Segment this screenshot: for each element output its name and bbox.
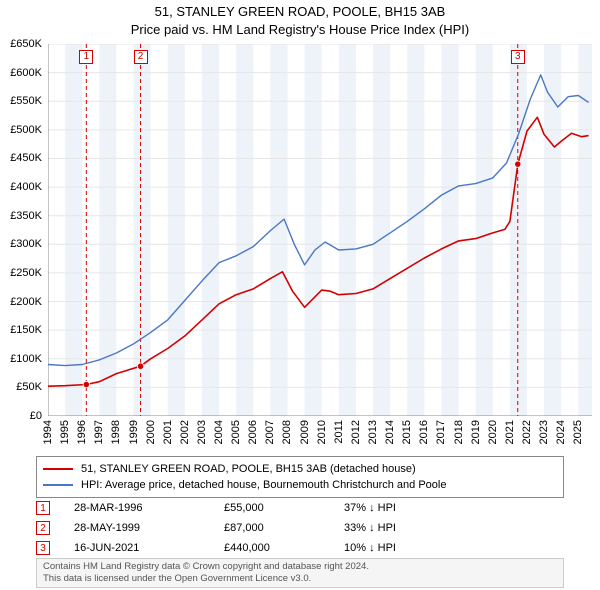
x-tick-label: 2011 bbox=[333, 420, 345, 444]
x-tick-label: 2005 bbox=[230, 420, 242, 444]
y-tick-label: £400K bbox=[10, 181, 42, 193]
transaction-price: £87,000 bbox=[224, 522, 344, 534]
transaction-marker: 3 bbox=[36, 541, 50, 555]
chart-plot-area: 1 2 3 bbox=[48, 44, 592, 416]
x-tick-label: 2024 bbox=[555, 420, 567, 444]
y-tick-label: £450K bbox=[10, 152, 42, 164]
x-tick-label: 2002 bbox=[179, 420, 191, 444]
x-tick-label: 2012 bbox=[350, 420, 362, 444]
x-tick-label: 2004 bbox=[213, 420, 225, 444]
transaction-price: £55,000 bbox=[224, 502, 344, 514]
y-tick-label: £50K bbox=[16, 381, 42, 393]
x-tick-label: 1994 bbox=[42, 420, 54, 444]
legend-item: HPI: Average price, detached house, Bour… bbox=[43, 477, 557, 493]
footer-attribution: Contains HM Land Registry data © Crown c… bbox=[36, 558, 564, 588]
transaction-marker: 1 bbox=[36, 501, 50, 515]
transaction-delta: 10% ↓ HPI bbox=[344, 542, 564, 554]
y-tick-label: £0 bbox=[30, 410, 42, 422]
footer-line1: Contains HM Land Registry data © Crown c… bbox=[43, 561, 557, 573]
y-tick-label: £550K bbox=[10, 95, 42, 107]
transaction-row: 3 16-JUN-2021£440,00010% ↓ HPI bbox=[36, 538, 564, 558]
x-tick-label: 2021 bbox=[504, 420, 516, 444]
x-tick-label: 1999 bbox=[128, 420, 140, 444]
y-tick-label: £300K bbox=[10, 238, 42, 250]
transaction-row: 1 28-MAR-1996£55,00037% ↓ HPI bbox=[36, 498, 564, 518]
x-tick-label: 2016 bbox=[418, 420, 430, 444]
transaction-price: £440,000 bbox=[224, 542, 344, 554]
transaction-delta: 37% ↓ HPI bbox=[344, 502, 564, 514]
y-tick-label: £150K bbox=[10, 324, 42, 336]
x-tick-label: 2014 bbox=[384, 420, 396, 444]
transaction-row: 2 28-MAY-1999£87,00033% ↓ HPI bbox=[36, 518, 564, 538]
transaction-marker: 2 bbox=[36, 521, 50, 535]
y-tick-label: £100K bbox=[10, 353, 42, 365]
footer-line2: This data is licensed under the Open Gov… bbox=[43, 573, 557, 585]
y-tick-label: £600K bbox=[10, 67, 42, 79]
legend-item: 51, STANLEY GREEN ROAD, POOLE, BH15 3AB … bbox=[43, 461, 557, 477]
x-tick-label: 2007 bbox=[264, 420, 276, 444]
x-tick-label: 2018 bbox=[453, 420, 465, 444]
transaction-date: 28-MAY-1999 bbox=[74, 522, 224, 534]
x-tick-label: 2022 bbox=[521, 420, 533, 444]
y-tick-label: £650K bbox=[10, 38, 42, 50]
x-tick-label: 2025 bbox=[572, 420, 584, 444]
y-axis-labels: £0£50K£100K£150K£200K£250K£300K£350K£400… bbox=[0, 44, 46, 416]
transactions-table: 1 28-MAR-1996£55,00037% ↓ HPI 2 28-MAY-1999… bbox=[36, 498, 564, 558]
x-tick-label: 1997 bbox=[93, 420, 105, 444]
chart-title-line2: Price paid vs. HM Land Registry's House … bbox=[0, 22, 600, 37]
x-tick-label: 2003 bbox=[196, 420, 208, 444]
x-tick-label: 1998 bbox=[110, 420, 122, 444]
y-tick-label: £250K bbox=[10, 267, 42, 279]
x-tick-label: 2008 bbox=[281, 420, 293, 444]
chart-container: 51, STANLEY GREEN ROAD, POOLE, BH15 3AB … bbox=[0, 0, 600, 590]
chart-title-line1: 51, STANLEY GREEN ROAD, POOLE, BH15 3AB bbox=[0, 4, 600, 19]
x-tick-label: 2000 bbox=[145, 420, 157, 444]
x-tick-label: 2009 bbox=[299, 420, 311, 444]
legend: 51, STANLEY GREEN ROAD, POOLE, BH15 3AB … bbox=[36, 456, 564, 498]
chart-sale-marker-2: 2 bbox=[134, 50, 148, 64]
x-tick-label: 2015 bbox=[401, 420, 413, 444]
x-tick-label: 1996 bbox=[76, 420, 88, 444]
transaction-date: 28-MAR-1996 bbox=[74, 502, 224, 514]
y-tick-label: £200K bbox=[10, 296, 42, 308]
x-tick-label: 2023 bbox=[538, 420, 550, 444]
transaction-date: 16-JUN-2021 bbox=[74, 542, 224, 554]
chart-sale-marker-1: 1 bbox=[79, 50, 93, 64]
x-tick-label: 2013 bbox=[367, 420, 379, 444]
y-tick-label: £500K bbox=[10, 124, 42, 136]
y-tick-label: £350K bbox=[10, 210, 42, 222]
x-tick-label: 2019 bbox=[470, 420, 482, 444]
x-axis-labels: 1994199519961997199819992000200120022003… bbox=[48, 420, 592, 460]
legend-swatch bbox=[43, 468, 73, 470]
x-tick-label: 2010 bbox=[316, 420, 328, 444]
transaction-delta: 33% ↓ HPI bbox=[344, 522, 564, 534]
x-tick-label: 2017 bbox=[435, 420, 447, 444]
chart-svg bbox=[48, 44, 592, 416]
x-tick-label: 2001 bbox=[162, 420, 174, 444]
legend-swatch bbox=[43, 484, 73, 486]
legend-label: 51, STANLEY GREEN ROAD, POOLE, BH15 3AB … bbox=[81, 461, 416, 477]
chart-sale-marker-3: 3 bbox=[511, 50, 525, 64]
x-tick-label: 1995 bbox=[59, 420, 71, 444]
x-tick-label: 2006 bbox=[247, 420, 259, 444]
legend-label: HPI: Average price, detached house, Bour… bbox=[81, 477, 446, 493]
x-tick-label: 2020 bbox=[487, 420, 499, 444]
